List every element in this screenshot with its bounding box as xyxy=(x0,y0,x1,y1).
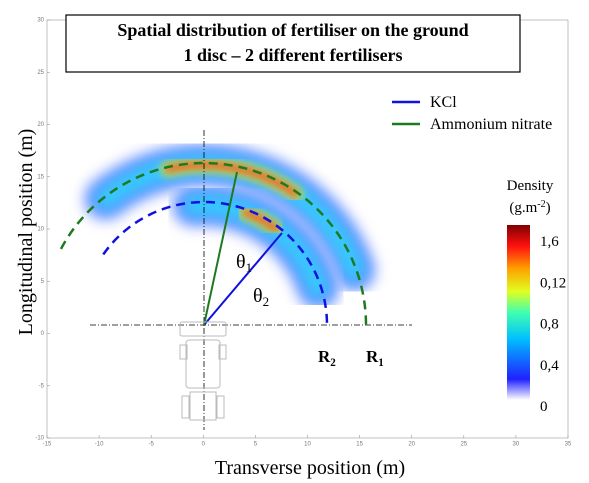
unit-end: ) xyxy=(546,200,551,216)
radius-arc xyxy=(102,200,329,326)
y-tick-label: 5 xyxy=(41,279,45,285)
annotation-symbol: θ xyxy=(236,251,246,273)
y-tick-label: 15 xyxy=(37,174,44,180)
annotation-sub: 2 xyxy=(263,294,270,309)
y-tick-label: -5 xyxy=(39,383,45,389)
y-tick-label: 10 xyxy=(37,227,44,233)
y-tick-label: 20 xyxy=(37,122,44,128)
y-tick-label: 0 xyxy=(41,331,45,337)
y-axis-label: Longitudinal position (m) xyxy=(15,129,37,336)
x-tick-label: 20 xyxy=(408,442,415,448)
x-axis-label: Transverse position (m) xyxy=(215,457,405,479)
x-tick-label: 35 xyxy=(565,442,572,448)
x-tick-label: 0 xyxy=(202,442,206,448)
colorbar-label: 0,8 xyxy=(540,317,559,333)
x-tick-label: 5 xyxy=(254,442,258,448)
density-band xyxy=(164,161,300,198)
colorbar-title: Density xyxy=(507,178,554,194)
colorbar-label: 1,6 xyxy=(540,234,559,250)
x-tick-label: -10 xyxy=(95,442,104,448)
colorbar-label: 0,12 xyxy=(540,275,566,291)
colorbar-label: 0,4 xyxy=(540,358,559,374)
unit: (g.m xyxy=(509,200,537,216)
density-map xyxy=(82,142,378,311)
annotation-symbol: θ xyxy=(253,285,263,307)
title-line: 1 disc – 2 different fertilisers xyxy=(183,45,402,65)
x-tick-label: 10 xyxy=(304,442,311,448)
tractor xyxy=(179,321,227,421)
legend-label: Ammonium nitrate xyxy=(430,116,552,133)
radius-line xyxy=(203,232,283,326)
annotation: R2 xyxy=(318,347,336,369)
unit-sup: -2 xyxy=(537,199,545,210)
y-tick-label: -10 xyxy=(35,436,44,442)
x-tick-label: 30 xyxy=(513,442,520,448)
annotation-sub: 1 xyxy=(246,260,253,275)
x-tick-label: 15 xyxy=(356,442,363,448)
y-tick-label: 30 xyxy=(37,18,44,24)
y-tick-label: 25 xyxy=(37,70,44,76)
annotation-symbol: R xyxy=(366,347,379,366)
x-tick-label: 25 xyxy=(460,442,467,448)
annotation: θ1 xyxy=(236,251,252,275)
annotation-symbol: R xyxy=(318,347,331,366)
title-box xyxy=(65,14,521,73)
radius-line xyxy=(203,171,238,326)
density-band xyxy=(241,208,281,234)
annotation-sub: 1 xyxy=(378,357,384,369)
radius-arc xyxy=(59,161,368,326)
annotation-sub: 2 xyxy=(330,357,336,369)
colorbar-unit: (g.m-2) xyxy=(509,199,550,216)
x-tick-label: -5 xyxy=(149,442,155,448)
legend-label: KCl xyxy=(430,94,457,111)
colorbar-label: 0 xyxy=(540,399,548,415)
title-line: Spatial distribution of fertiliser on th… xyxy=(117,20,468,40)
annotation: θ2 xyxy=(253,285,269,309)
colorbar xyxy=(507,225,530,400)
x-tick-label: -15 xyxy=(43,442,52,448)
annotation: R1 xyxy=(366,347,384,369)
